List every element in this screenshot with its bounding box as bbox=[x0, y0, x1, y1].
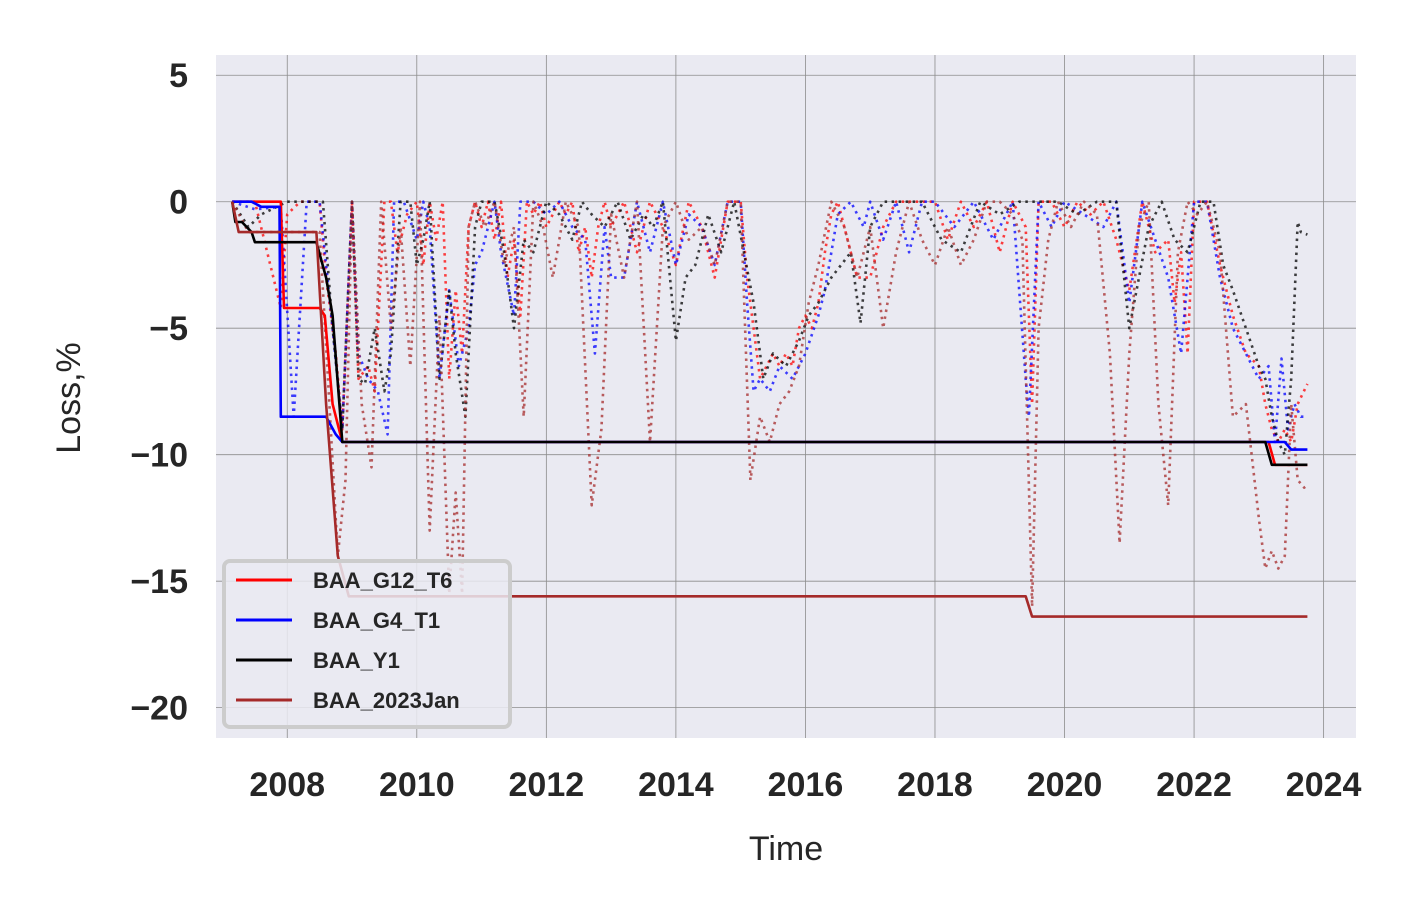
series-line-baa-y1 bbox=[230, 201, 1308, 467]
series-line-baa-2023jan bbox=[230, 201, 1308, 618]
y-tick-label: −15 bbox=[130, 563, 188, 601]
y-tick-label: −20 bbox=[130, 690, 188, 728]
x-tick-label: 2010 bbox=[379, 766, 455, 804]
series-line-baa-g4-t1 bbox=[232, 200, 1308, 451]
x-tick-label: 2020 bbox=[1027, 766, 1103, 804]
solid-series bbox=[230, 200, 1308, 618]
series-dotted-line-5 bbox=[231, 200, 1308, 444]
legend-box bbox=[222, 559, 512, 729]
series-dotted-line-6 bbox=[231, 200, 1308, 457]
x-tick-label: 2012 bbox=[509, 766, 585, 804]
x-tick-label: 2024 bbox=[1286, 766, 1362, 804]
x-tick-label: 2014 bbox=[638, 766, 714, 804]
x-axis-title: Time bbox=[749, 830, 823, 868]
legend-label: BAA_2023Jan bbox=[313, 688, 460, 713]
y-tick-label: −5 bbox=[149, 310, 188, 348]
legend-label: BAA_G12_T6 bbox=[313, 568, 452, 593]
y-axis-title: Loss,% bbox=[50, 342, 88, 454]
x-tick-label: 2018 bbox=[897, 766, 973, 804]
x-tick-label: 2022 bbox=[1156, 766, 1232, 804]
legend-items: BAA_G12_T6 BAA_G4_T1 BAA_Y1 BAA_2023Jan bbox=[236, 568, 460, 713]
y-tick-label: −10 bbox=[130, 437, 188, 475]
y-tick-label: 0 bbox=[169, 184, 188, 222]
y-tick-labels: 5 0 −5 −10 −15 −20 bbox=[130, 57, 188, 727]
series-line-baa-g12-t6 bbox=[232, 200, 1308, 467]
y-tick-label: 5 bbox=[169, 57, 188, 95]
x-tick-labels: 2008 2010 2012 2014 2016 2018 2020 2022 2024 bbox=[249, 766, 1361, 804]
legend: BAA_G12_T6 BAA_G4_T1 BAA_Y1 BAA_2023Jan bbox=[222, 559, 512, 729]
x-tick-label: 2016 bbox=[768, 766, 844, 804]
legend-label: BAA_G4_T1 bbox=[313, 608, 440, 633]
legend-label: BAA_Y1 bbox=[313, 648, 400, 673]
grid bbox=[216, 55, 1356, 738]
x-tick-label: 2008 bbox=[249, 766, 325, 804]
